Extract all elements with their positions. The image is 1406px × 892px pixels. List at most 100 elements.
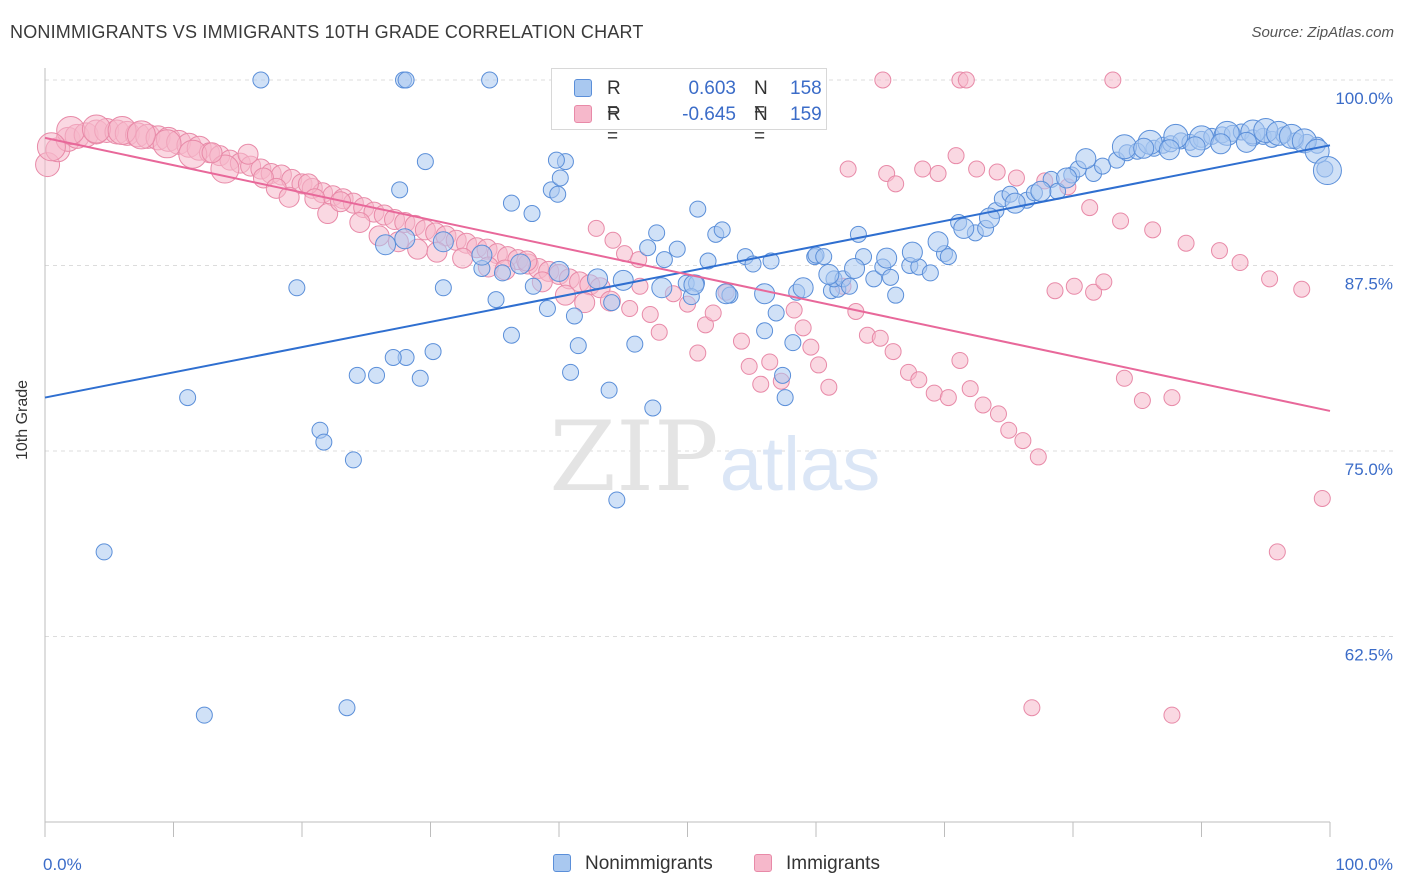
data-point [1144, 221, 1162, 239]
data-point [651, 277, 673, 299]
data-point [210, 154, 240, 184]
data-point [951, 351, 969, 369]
data-point [201, 142, 223, 164]
legend-swatch-pink [754, 854, 772, 872]
data-point [1014, 432, 1032, 450]
data-point [152, 129, 182, 159]
data-point [1261, 270, 1279, 288]
x-tick-label: 100.0% [1335, 855, 1393, 874]
r-label: R = [607, 104, 621, 147]
data-point [416, 153, 434, 171]
data-point [338, 699, 356, 717]
data-point [820, 378, 838, 396]
data-point [921, 264, 939, 282]
data-point [487, 291, 505, 309]
tick-labels: 62.5% 75.0% 87.5% 100.0% 0.0% 100.0% [43, 89, 1393, 874]
data-point [839, 160, 857, 178]
data-point [195, 706, 213, 724]
data-point [884, 343, 902, 361]
data-point [740, 357, 758, 375]
data-point [424, 343, 442, 361]
data-point [1133, 137, 1155, 159]
data-point [1065, 277, 1083, 295]
data-point [1163, 706, 1181, 724]
data-point [603, 294, 621, 312]
data-point [810, 356, 828, 374]
data-point [411, 369, 429, 387]
data-point [626, 335, 644, 353]
data-point [547, 151, 565, 169]
data-point [901, 241, 923, 263]
data-point [349, 211, 371, 233]
data-point [794, 319, 812, 337]
data-point [493, 264, 511, 282]
data-point [1029, 448, 1047, 466]
stats-legend: R = 0.603 N = 158 R = -0.645 N = 159 [551, 68, 827, 147]
data-point [1210, 242, 1228, 260]
data-point [756, 322, 774, 340]
data-point [762, 252, 780, 270]
data-point [754, 283, 776, 305]
data-point [752, 375, 770, 393]
data-point [1115, 369, 1133, 387]
data-point [887, 175, 905, 193]
immigrants-points [35, 71, 1331, 724]
data-point [871, 329, 889, 347]
data-point [644, 399, 662, 417]
data-point [1081, 199, 1099, 217]
data-point [1046, 282, 1064, 300]
data-point [761, 353, 779, 371]
data-point [1177, 234, 1195, 252]
data-point [612, 269, 634, 291]
data-point [802, 338, 820, 356]
data-point [384, 349, 402, 367]
x-tick-label: 0.0% [43, 855, 82, 874]
data-point [1007, 169, 1025, 187]
data-point [1184, 136, 1206, 158]
data-point [865, 270, 883, 288]
data-point [1163, 389, 1181, 407]
source-credit[interactable]: Source: ZipAtlas.com [1251, 24, 1394, 41]
data-point [237, 143, 259, 165]
watermark-zip: ZIP [549, 401, 718, 513]
data-point [608, 491, 626, 509]
data-point [974, 396, 992, 414]
data-point [776, 389, 794, 407]
data-point [914, 160, 932, 178]
data-point [925, 384, 943, 402]
data-point [989, 405, 1007, 423]
data-point [1312, 156, 1342, 186]
data-point [655, 251, 673, 269]
data-point [179, 389, 197, 407]
data-point [562, 363, 580, 381]
data-point [650, 323, 668, 341]
data-point [1023, 699, 1041, 717]
data-point [641, 305, 659, 323]
data-point [882, 268, 900, 286]
nonimmigrants-points [95, 71, 1342, 724]
data-point [509, 253, 531, 275]
data-point [1094, 157, 1112, 175]
data-point [704, 304, 722, 322]
data-point [988, 163, 1006, 181]
data-point [434, 279, 452, 297]
data-point [696, 316, 714, 334]
y-tick-label: 62.5% [1345, 646, 1393, 665]
data-point [95, 543, 113, 561]
data-point [569, 337, 587, 355]
data-point [1268, 543, 1286, 561]
data-point [1112, 212, 1130, 230]
data-point [968, 160, 986, 178]
trend-lines [44, 136, 1331, 412]
data-point [344, 451, 362, 469]
data-point [844, 257, 866, 279]
legend-swatch-blue [553, 854, 571, 872]
data-point [1158, 139, 1180, 161]
data-point [587, 219, 605, 237]
data-point [126, 120, 156, 150]
data-point [1104, 71, 1122, 89]
data-point [600, 381, 618, 399]
data-point [774, 366, 792, 384]
data-point [471, 244, 493, 266]
